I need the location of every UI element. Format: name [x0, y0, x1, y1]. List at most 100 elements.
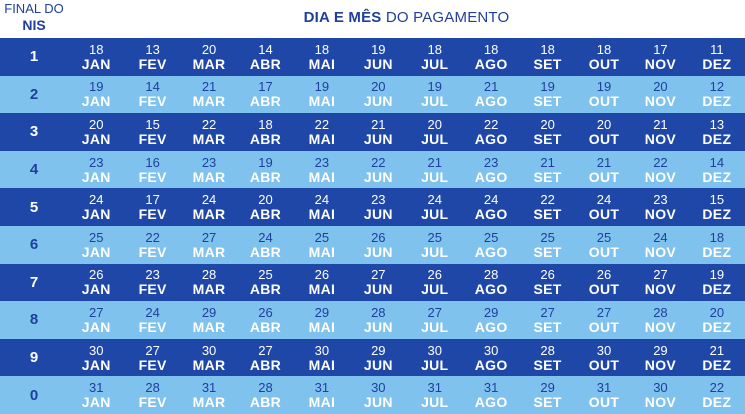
- payment-date-cell: 25 MAI: [294, 226, 350, 264]
- payment-day: 20: [371, 79, 386, 95]
- payment-date-cell: 20 JAN: [68, 113, 124, 151]
- payment-date-cell: 26 JUL: [407, 264, 463, 302]
- payment-month: JUN: [363, 318, 393, 335]
- payment-month: ABR: [249, 318, 282, 335]
- payment-date-cell: 30 JUL: [407, 339, 463, 377]
- payment-day: 20: [653, 79, 668, 95]
- payment-date-cell: 22 MAR: [181, 113, 237, 151]
- payment-month: FEV: [138, 394, 167, 411]
- payment-day: 28: [540, 342, 555, 358]
- payment-month: DEZ: [702, 206, 732, 223]
- page-title: DIA E MÊS DO PAGAMENTO: [68, 9, 745, 26]
- payment-date-cell: 20 JUL: [407, 113, 463, 151]
- payment-day: 27: [427, 304, 442, 320]
- payment-date-cell: 26 MAI: [294, 264, 350, 302]
- payment-day: 26: [371, 229, 386, 245]
- payment-month: DEZ: [702, 394, 732, 411]
- payment-date-cell: 18 ABR: [237, 113, 293, 151]
- payment-day: 30: [371, 380, 386, 396]
- payment-date-cell: 20 MAR: [181, 38, 237, 76]
- payment-date-cell: 29 AGO: [463, 301, 519, 339]
- payment-month: NOV: [644, 55, 677, 72]
- table-header: FINAL DO NIS DIA E MÊS DO PAGAMENTO: [0, 0, 745, 38]
- payment-month: JUL: [421, 318, 449, 335]
- payment-month: JAN: [81, 130, 111, 147]
- payment-day: 30: [201, 342, 217, 358]
- payment-date-cell: 20 ABR: [237, 188, 293, 226]
- payment-date-cell: 29 MAI: [294, 301, 350, 339]
- payment-date-cell: 24 AGO: [463, 188, 519, 226]
- table-row: 1 18 JAN 13 FEV 20 MAR 14 ABR 18 MAI 19 JUN 18 JUL 18 AG…: [0, 38, 745, 76]
- payment-month: OUT: [588, 281, 620, 298]
- payment-month: ABR: [249, 281, 282, 298]
- payment-date-cell: 27 FEV: [124, 339, 180, 377]
- payment-day: 26: [427, 267, 442, 283]
- payment-day: 24: [201, 192, 217, 208]
- payment-date-cell: 25 JAN: [68, 226, 124, 264]
- payment-date-cell: 18 MAI: [294, 38, 350, 76]
- payment-date-cell: 26 JUN: [350, 226, 406, 264]
- payment-day: 21: [371, 116, 386, 132]
- table-row: 5 24 JAN 17 FEV 24 MAR 20 ABR 24 MAI 23 JUN 24 JUL 24 AG…: [0, 188, 745, 226]
- payment-month: ABR: [249, 93, 282, 110]
- payment-month: OUT: [588, 93, 620, 110]
- payment-month: MAI: [308, 130, 336, 147]
- payment-month: NOV: [644, 168, 677, 185]
- payment-month: FEV: [138, 168, 167, 185]
- payment-day: 16: [145, 154, 160, 170]
- payment-date-cell: 22 SET: [519, 188, 575, 226]
- payment-month: AGO: [474, 206, 508, 223]
- payment-day: 24: [483, 192, 499, 208]
- nis-column-header: FINAL DO NIS: [0, 1, 68, 33]
- payment-day: 31: [88, 380, 104, 396]
- payment-month: MAR: [192, 168, 226, 185]
- payment-day: 23: [201, 154, 217, 170]
- payment-month: ABR: [249, 356, 282, 373]
- payment-date-cell: 21 AGO: [463, 76, 519, 114]
- payment-date-cell: 18 SET: [519, 38, 575, 76]
- payment-month: OUT: [588, 318, 620, 335]
- payment-month: JUN: [363, 243, 393, 260]
- payment-day: 28: [145, 380, 160, 396]
- payment-month: NOV: [644, 130, 677, 147]
- payment-month: SET: [533, 55, 562, 72]
- payment-month: NOV: [644, 93, 677, 110]
- payment-month: JAN: [81, 93, 111, 110]
- payment-day: 23: [88, 154, 104, 170]
- payment-date-cell: 19 OUT: [576, 76, 632, 114]
- payment-month: AGO: [474, 281, 508, 298]
- payment-date-cell: 28 FEV: [124, 376, 180, 414]
- payment-date-cell: 14 FEV: [124, 76, 180, 114]
- payment-day: 15: [145, 116, 160, 132]
- payment-month: SET: [533, 93, 562, 110]
- payment-month: OUT: [588, 356, 620, 373]
- payment-date-cell: 31 OUT: [576, 376, 632, 414]
- payment-month: MAR: [192, 318, 226, 335]
- payment-date-cell: 30 MAI: [294, 339, 350, 377]
- payment-day: 23: [314, 154, 330, 170]
- nis-final-digit: 8: [29, 311, 39, 329]
- payment-date-cell: 28 SET: [519, 339, 575, 377]
- payment-month: JAN: [81, 281, 111, 298]
- payment-date-cell: 25 ABR: [237, 264, 293, 302]
- payment-date-cell: 17 FEV: [124, 188, 180, 226]
- payment-day: 20: [427, 116, 442, 132]
- payment-month: AGO: [474, 356, 508, 373]
- payment-day: 22: [314, 116, 330, 132]
- payment-day: 31: [596, 380, 612, 396]
- payment-date-cell: 27 JUN: [350, 264, 406, 302]
- payment-date-cell: 23 AGO: [463, 151, 519, 189]
- payment-date-cell: 31 AGO: [463, 376, 519, 414]
- nis-final-digit: 1: [29, 48, 39, 66]
- payment-month: OUT: [588, 243, 620, 260]
- payment-day: 19: [88, 79, 104, 95]
- payment-month: JUL: [421, 130, 449, 147]
- payment-day: 27: [596, 304, 612, 320]
- payment-month: DEZ: [702, 356, 732, 373]
- payment-date-cell: 25 AGO: [463, 226, 519, 264]
- payment-day: 29: [201, 304, 217, 320]
- payment-date-cell: 29 MAR: [181, 301, 237, 339]
- payment-date-cell: 20 SET: [519, 113, 575, 151]
- payment-month: MAI: [308, 93, 336, 110]
- payment-month: JAN: [81, 243, 111, 260]
